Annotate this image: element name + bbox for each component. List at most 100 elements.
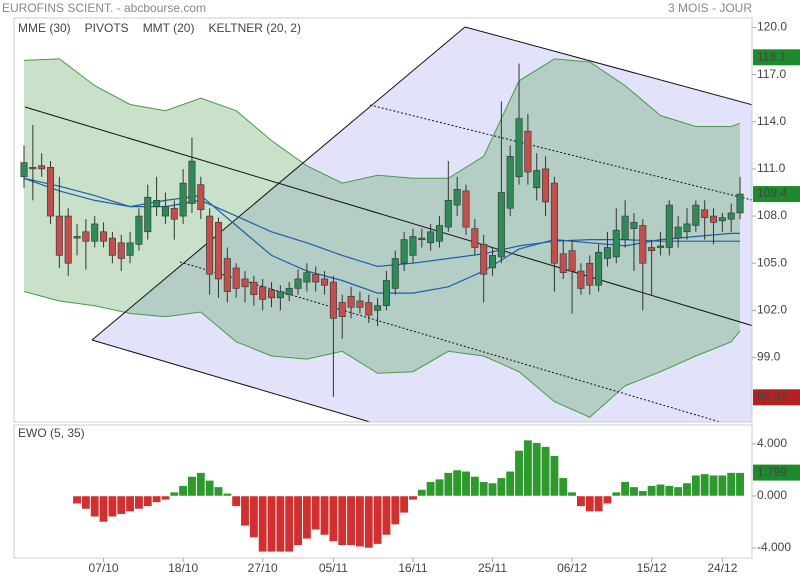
candle-body xyxy=(214,222,222,280)
candle-body xyxy=(577,270,585,289)
ewo-bar xyxy=(364,495,374,549)
candle-body xyxy=(683,223,691,233)
y-tick-label: 102.0 xyxy=(757,303,787,317)
ewo-bar xyxy=(717,474,727,497)
candle-body xyxy=(73,236,81,239)
candle-body xyxy=(20,162,28,178)
ewo-bar xyxy=(426,481,436,497)
ewo-bar xyxy=(435,478,444,497)
y-tick-label: 105.0 xyxy=(757,255,787,269)
ewo-bar xyxy=(709,474,718,497)
candle-body xyxy=(321,278,329,286)
x-tick-label: 15/12 xyxy=(637,561,667,575)
candle-body xyxy=(586,262,594,286)
price-tag xyxy=(753,49,800,66)
ewo-bar xyxy=(275,495,285,553)
ewo-bar xyxy=(576,495,586,507)
ewo-bar xyxy=(532,442,542,497)
y-tick-label: 99.0 xyxy=(757,350,781,364)
ewo-bar xyxy=(231,495,241,507)
ewo-bar xyxy=(116,495,126,515)
ewo-bar xyxy=(107,495,117,518)
ewo-bar xyxy=(381,495,391,536)
candle-body xyxy=(665,204,673,248)
ewo-bar xyxy=(629,486,639,497)
ewo-bar xyxy=(346,495,356,546)
candle-body xyxy=(435,225,443,242)
ewo-bar xyxy=(337,495,347,546)
candle-body xyxy=(427,231,435,244)
candle-body xyxy=(710,215,718,223)
y-tick-label: -4.000 xyxy=(757,540,791,554)
legend-entry: PIVOTS xyxy=(85,21,129,35)
candle-body xyxy=(612,229,620,258)
ewo-bar xyxy=(726,472,736,497)
ewo-bar xyxy=(638,490,648,497)
candle-body xyxy=(568,250,576,272)
candle-body xyxy=(524,130,532,173)
ewo-bar xyxy=(267,495,276,553)
ewo-bar xyxy=(293,495,303,546)
candle-body xyxy=(144,196,152,233)
ewo-bar xyxy=(602,495,612,505)
ewo-bar xyxy=(320,495,330,536)
candle-body xyxy=(117,242,125,259)
candle-body xyxy=(391,258,399,289)
ewo-bar xyxy=(691,474,701,497)
candle-body xyxy=(232,267,240,289)
ewo-bar xyxy=(214,486,223,497)
price-tag-label: 109.4 xyxy=(757,186,787,200)
ewo-bar xyxy=(452,469,462,497)
pivot-line xyxy=(24,106,752,327)
candle-body xyxy=(648,247,656,251)
ewo-panel: 1.799 xyxy=(72,439,800,553)
ewo-bar xyxy=(488,482,497,497)
candle-body xyxy=(727,212,735,220)
candle-body xyxy=(276,291,284,299)
candle-body xyxy=(161,206,169,217)
ewo-bar xyxy=(284,495,294,553)
ewo-bar xyxy=(311,495,321,531)
ewo-bar xyxy=(673,486,683,497)
candle-body xyxy=(223,258,231,292)
candle-body xyxy=(656,245,664,248)
ewo-bar xyxy=(479,481,489,497)
candle-body xyxy=(294,278,302,289)
ewo-bar xyxy=(178,485,188,497)
ewo-bar xyxy=(399,495,409,514)
x-tick-label: 27/10 xyxy=(248,561,278,575)
ewo-bar xyxy=(169,491,179,497)
ewo-label: EWO (5, 35) xyxy=(18,426,85,440)
candles xyxy=(20,63,744,397)
candle-body xyxy=(126,242,134,256)
period: 3 MOIS - JOUR xyxy=(668,1,752,15)
ewo-bar xyxy=(656,484,665,497)
candle-body xyxy=(453,189,461,206)
candle-body xyxy=(179,182,187,217)
ewo-bar xyxy=(496,477,506,497)
ewo-bar xyxy=(222,493,232,497)
ewo-bar xyxy=(611,491,621,497)
y-tick-label: 4.000 xyxy=(757,436,787,450)
candle-body xyxy=(603,247,611,259)
ewo-bar xyxy=(390,495,400,525)
axes: 120.0 117.0 114.0 111.0 108.0 105.0 102.0 99.0 4… xyxy=(89,20,800,575)
price-tag xyxy=(753,389,800,406)
ewo-bar xyxy=(99,495,109,523)
candle-body xyxy=(82,231,90,242)
x-tick-label: 06/12 xyxy=(557,561,587,575)
x-tick-label: 18/10 xyxy=(168,561,198,575)
ewo-frame xyxy=(13,424,753,559)
band-fill xyxy=(24,58,740,418)
pivot-line xyxy=(179,261,721,422)
keltner-band xyxy=(23,58,741,418)
ewo-bar xyxy=(514,450,524,497)
chart-title: EUROFINS SCIENT. - abcbourse.com xyxy=(2,1,206,15)
price-tag-label: 118.1 xyxy=(757,49,786,63)
candle-body xyxy=(471,228,479,248)
candle-body xyxy=(480,244,488,275)
candle-body xyxy=(630,222,638,229)
candle-body xyxy=(542,168,550,203)
candle-body xyxy=(595,251,603,286)
ewo-bar xyxy=(417,489,427,497)
